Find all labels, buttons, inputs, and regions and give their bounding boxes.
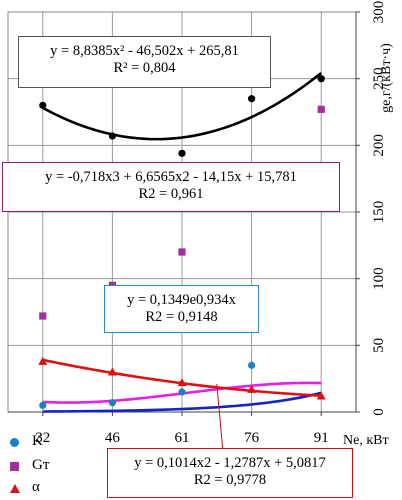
data-point (39, 401, 47, 409)
trendline-equation-box: y = -0,718x3 + 6,6565x2 - 14,15x + 15,78… (2, 162, 340, 212)
y-tick-label: 50 (371, 338, 387, 353)
data-point (178, 248, 186, 256)
legend-label: α (32, 479, 40, 495)
data-point (317, 75, 325, 83)
legend-label: K (32, 433, 43, 449)
data-point (39, 312, 47, 320)
trendline (42, 71, 323, 141)
r-squared-text: R2 = 0,9778 (193, 472, 267, 488)
r-squared-text: R² = 0,804 (113, 60, 176, 76)
data-point (178, 149, 186, 157)
equation-text: y = 0,1349e0,934x (127, 292, 236, 308)
x-tick-label: 61 (175, 430, 190, 446)
x-tick-label: 46 (105, 430, 121, 446)
data-point (316, 391, 326, 400)
trendline-equation-box: y = 8,8385x² - 46,502x + 265,81 R² = 0,8… (18, 36, 271, 88)
legend-label: Gт (32, 457, 50, 473)
data-point (178, 388, 186, 396)
trendline (42, 391, 322, 413)
y-tick-label: 0 (371, 408, 387, 416)
data-point (317, 105, 325, 113)
data-point (177, 378, 187, 387)
square-marker-icon (10, 462, 19, 471)
trendline-equation-box: y = 0,1349e0,934x R2 = 0,9148 (104, 285, 259, 333)
y-tick-label: 250 (371, 67, 387, 90)
y-tick-label: 100 (371, 267, 387, 290)
x-tick-label: 91 (314, 430, 329, 446)
x-tick-label: 76 (244, 430, 260, 446)
y-tick-label: 200 (371, 134, 387, 157)
y-axis-title: ge,г/(кВт·ч) (379, 43, 394, 113)
data-point (108, 132, 116, 140)
equation-text: y = 8,8385x² - 46,502x + 265,81 (50, 43, 239, 59)
data-point (108, 399, 116, 407)
triangle-marker-icon (10, 484, 20, 493)
equation-text: y = 0,1014x2 - 1,2787x + 5,0817 (134, 455, 326, 471)
r-squared-text: R2 = 0,961 (138, 186, 204, 202)
data-point (39, 101, 47, 109)
legend: K Gт α (6, 432, 96, 498)
data-point (38, 356, 48, 365)
trendline-equation-box: y = 0,1014x2 - 1,2787x + 5,0817 R2 = 0,9… (107, 448, 353, 498)
circle-marker-icon (10, 438, 19, 447)
data-point (247, 384, 257, 393)
equation-text: y = -0,718x3 + 6,6565x2 - 14,15x + 15,78… (45, 169, 297, 185)
leader-line (216, 383, 224, 451)
x-tick-label: 32 (35, 430, 50, 446)
x-axis-title: Ne, кВт (343, 433, 389, 448)
y-tick-label: 300 (371, 1, 387, 24)
data-point (107, 367, 117, 376)
data-point (248, 95, 256, 103)
r-squared-text: R2 = 0,9148 (145, 309, 218, 325)
data-point (248, 361, 256, 369)
y-tick-label: 150 (371, 201, 387, 224)
